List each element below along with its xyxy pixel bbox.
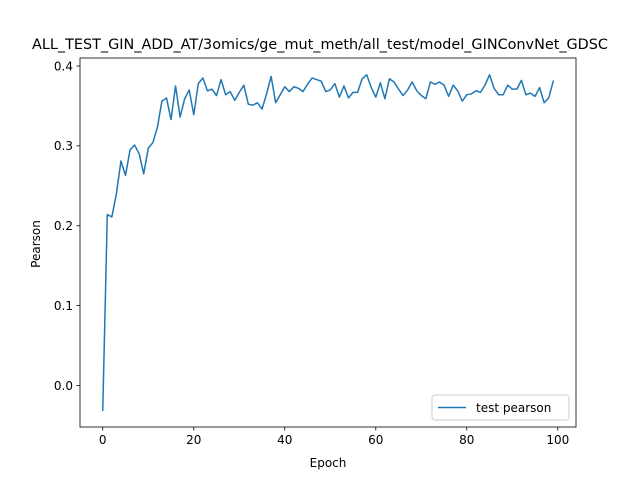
- x-axis: 0 20 40 60 80 100: [99, 427, 569, 447]
- y-tick-label: 0.1: [54, 299, 73, 313]
- series-line-test-pearson: [101, 74, 555, 411]
- legend-box: [431, 394, 570, 421]
- series-layer: [101, 74, 555, 411]
- y-tick-label: 0.3: [54, 139, 73, 153]
- chart-title: ALL_TEST_GIN_ADD_AT/3omics/ge_mut_meth/a…: [32, 37, 608, 53]
- y-tick-label: 0.2: [54, 219, 73, 233]
- x-axis-label: Epoch: [310, 456, 347, 470]
- x-tick-label: 100: [546, 433, 569, 447]
- x-tick-label: 0: [99, 433, 107, 447]
- y-axis-label: Pearson: [29, 220, 43, 268]
- plot-frame: [79, 57, 577, 428]
- legend-label-test-pearson: test pearson: [476, 401, 551, 415]
- x-tick-label: 20: [186, 433, 201, 447]
- legend: test pearson: [431, 394, 570, 421]
- y-tick-label: 0.4: [54, 59, 73, 73]
- plot-background: [80, 58, 576, 427]
- x-tick-label: 40: [277, 433, 292, 447]
- y-tick-label: 0.0: [54, 379, 73, 393]
- y-axis: 0.0 0.1 0.2 0.3 0.4: [54, 59, 80, 393]
- x-tick-label: 80: [459, 433, 474, 447]
- plot-area: [79, 57, 577, 428]
- x-tick-label: 60: [368, 433, 383, 447]
